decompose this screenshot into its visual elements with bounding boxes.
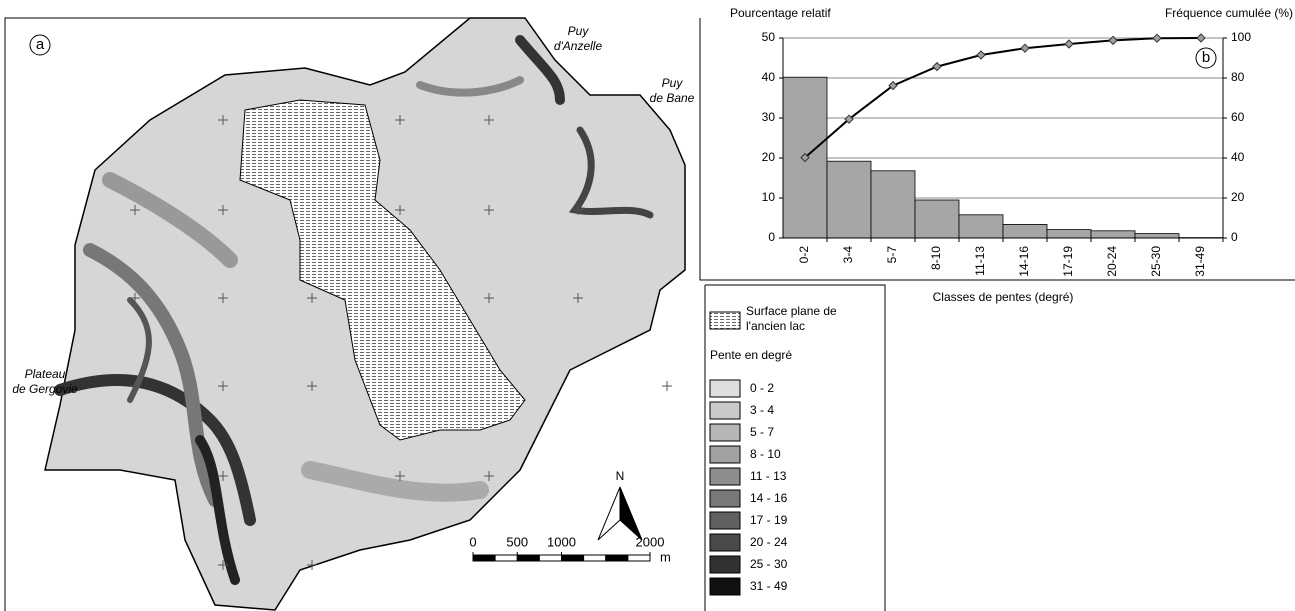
marker bbox=[1064, 39, 1074, 49]
marker bbox=[844, 114, 854, 124]
y-tick-label: 30 bbox=[762, 110, 776, 124]
panel-label: a bbox=[36, 36, 45, 53]
place-label: de Gergovie bbox=[12, 382, 78, 396]
bar bbox=[1046, 229, 1092, 239]
axis-title: Classes de pentes (degré) bbox=[933, 290, 1074, 304]
scale-segment bbox=[538, 554, 562, 562]
legend-swatch bbox=[709, 311, 741, 330]
legend-swatch bbox=[709, 577, 741, 596]
legend-label: Surface plane de bbox=[746, 304, 837, 318]
bar bbox=[870, 170, 916, 239]
legend-swatch bbox=[709, 533, 741, 552]
marker bbox=[932, 61, 942, 72]
legend-label: 31 - 49 bbox=[750, 579, 788, 593]
scale-label: 1000 bbox=[547, 534, 576, 549]
panel-label: b bbox=[1202, 49, 1210, 66]
scale-segment bbox=[627, 554, 651, 562]
legend-label: 14 - 16 bbox=[750, 491, 788, 505]
x-tick-label: 5-7 bbox=[885, 246, 899, 264]
legend-label: 25 - 30 bbox=[750, 557, 788, 571]
legend-swatch bbox=[709, 489, 741, 508]
marker bbox=[1108, 35, 1118, 46]
x-tick-label: 0-2 bbox=[797, 246, 811, 264]
x-tick-label: 3-4 bbox=[841, 246, 855, 264]
marker bbox=[800, 152, 810, 163]
scale-unit: m bbox=[660, 549, 671, 564]
place-label: Puy bbox=[662, 76, 684, 90]
x-tick-label: 17-19 bbox=[1061, 246, 1075, 277]
scale-segment bbox=[516, 554, 540, 562]
place-label: Plateau bbox=[25, 367, 66, 381]
lake bbox=[239, 99, 526, 441]
bar bbox=[1090, 230, 1136, 239]
scale-segment bbox=[472, 554, 496, 562]
y-tick-label: 50 bbox=[762, 30, 776, 44]
x-tick-label: 14-16 bbox=[1017, 246, 1031, 277]
place-label: d'Anzelle bbox=[554, 39, 603, 53]
legend-label: 11 - 13 bbox=[750, 469, 787, 483]
axis-title: Pourcentage relatif bbox=[730, 6, 831, 20]
bar bbox=[958, 214, 1004, 239]
marker bbox=[976, 50, 986, 60]
marker bbox=[1196, 33, 1206, 43]
legend-label: 0 - 2 bbox=[750, 381, 774, 395]
y-tick-label: 20 bbox=[762, 150, 776, 164]
place-label: Puy bbox=[568, 24, 590, 38]
grid-crosses bbox=[130, 115, 672, 570]
legend-label: 8 - 10 bbox=[750, 447, 781, 461]
scale-segment bbox=[605, 554, 629, 562]
scale-label: 500 bbox=[506, 534, 528, 549]
marker bbox=[1020, 43, 1030, 53]
legend-swatch bbox=[709, 401, 741, 420]
bar bbox=[826, 160, 872, 239]
legend-swatch bbox=[709, 467, 741, 486]
legend-label: 20 - 24 bbox=[750, 535, 788, 549]
north-arrow bbox=[619, 486, 643, 541]
north-label: N bbox=[616, 469, 625, 483]
axis-title: Fréquence cumulée (%) bbox=[1165, 6, 1293, 20]
x-tick-label: 11-13 bbox=[973, 246, 987, 276]
legend-title: Pente en degré bbox=[710, 348, 792, 362]
x-tick-label: 31-49 bbox=[1193, 246, 1207, 277]
y2-tick-label: 80 bbox=[1231, 70, 1245, 84]
y2-tick-label: 0 bbox=[1231, 230, 1238, 244]
legend-swatch bbox=[709, 511, 741, 530]
x-tick-label: 25-30 bbox=[1149, 246, 1163, 277]
legend-label: 17 - 19 bbox=[750, 513, 788, 527]
panel-label-circle bbox=[29, 34, 51, 56]
y-tick-label: 0 bbox=[768, 230, 775, 244]
relief bbox=[54, 35, 654, 585]
scale-segment bbox=[561, 554, 585, 562]
north-arrow bbox=[597, 486, 621, 541]
place-label: de Bane bbox=[650, 91, 695, 105]
line bbox=[804, 37, 1202, 159]
scale-label: 0 bbox=[469, 534, 476, 549]
marker bbox=[1152, 33, 1162, 43]
legend-swatch bbox=[709, 379, 741, 398]
scale-segment bbox=[494, 554, 518, 562]
y2-tick-label: 20 bbox=[1231, 190, 1245, 204]
frame bbox=[4, 17, 1295, 611]
scale-segment bbox=[583, 554, 607, 562]
legend-label: 3 - 4 bbox=[750, 403, 774, 417]
x-tick-label: 20-24 bbox=[1105, 246, 1119, 277]
y2-tick-label: 60 bbox=[1231, 110, 1245, 124]
legend-label: 5 - 7 bbox=[750, 425, 774, 439]
bar bbox=[1002, 223, 1048, 239]
scale-label: 2000 bbox=[636, 534, 665, 549]
bar bbox=[914, 199, 960, 239]
y-tick-label: 40 bbox=[762, 70, 776, 84]
y2-tick-label: 40 bbox=[1231, 150, 1245, 164]
legend-swatch bbox=[709, 555, 741, 574]
bar bbox=[1134, 233, 1180, 239]
marker bbox=[888, 80, 898, 91]
y-tick-label: 10 bbox=[762, 190, 776, 204]
legend-swatch bbox=[709, 445, 741, 464]
x-tick-label: 8-10 bbox=[929, 246, 943, 270]
legend-label: l'ancien lac bbox=[746, 319, 805, 333]
legend-swatch bbox=[709, 423, 741, 442]
y2-tick-label: 100 bbox=[1231, 30, 1251, 44]
panel-label-circle bbox=[1195, 47, 1217, 69]
